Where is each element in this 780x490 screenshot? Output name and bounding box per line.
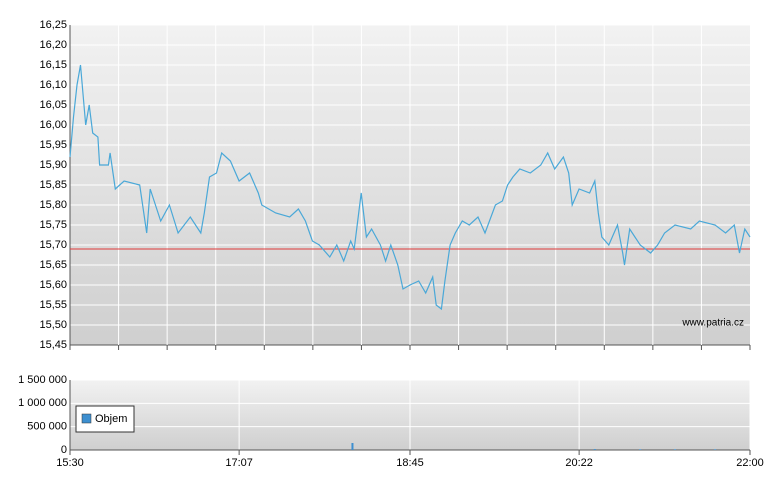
watermark: www.patria.cz xyxy=(681,318,744,329)
y-tick-label: 500 000 xyxy=(27,421,67,433)
y-tick-label: 15,60 xyxy=(39,279,67,291)
price-line xyxy=(69,64,751,311)
x-tick-label: 15:30 xyxy=(56,457,84,469)
legend-swatch xyxy=(81,413,92,424)
y-tick-label: 1 000 000 xyxy=(18,397,67,409)
x-tick-label: 22:00 xyxy=(736,457,764,469)
y-tick-label: 15,85 xyxy=(39,179,67,191)
volume-bar xyxy=(639,449,642,450)
y-tick-label: 16,00 xyxy=(39,119,67,131)
y-tick-label: 1 500 000 xyxy=(18,374,67,386)
y-tick-label: 15,50 xyxy=(39,319,67,331)
y-tick-label: 15,70 xyxy=(39,239,67,251)
volume-bar xyxy=(674,449,677,450)
y-tick-label: 16,05 xyxy=(39,99,67,111)
y-tick-label: 15,75 xyxy=(39,219,67,231)
y-tick-label: 16,15 xyxy=(39,59,67,71)
legend-label: Objem xyxy=(95,413,127,425)
layer: 15,45 15,50 15,55 15,60 15,65 15,70 15,75 15,80… xyxy=(18,19,764,469)
y-tick-label: 0 xyxy=(61,444,67,456)
y-tick-label: 15,90 xyxy=(39,159,67,171)
volume-bar xyxy=(351,443,354,450)
y-tick-label: 15,65 xyxy=(39,259,67,271)
y-tick-label: 16,20 xyxy=(39,39,67,51)
x-tick-label: 17:07 xyxy=(225,457,253,469)
volume-bar xyxy=(714,449,717,450)
y-tick-label: 16,25 xyxy=(39,19,67,31)
y-tick-label: 15,45 xyxy=(39,339,67,351)
y-tick-label: 15,55 xyxy=(39,299,67,311)
y-tick-label: 15,80 xyxy=(39,199,67,211)
y-tick-label: 15,95 xyxy=(39,139,67,151)
y-tick-label: 16,10 xyxy=(39,79,67,91)
x-tick-label: 18:45 xyxy=(396,457,424,469)
volume-bar xyxy=(593,449,596,450)
x-tick-label: 20:22 xyxy=(565,457,593,469)
